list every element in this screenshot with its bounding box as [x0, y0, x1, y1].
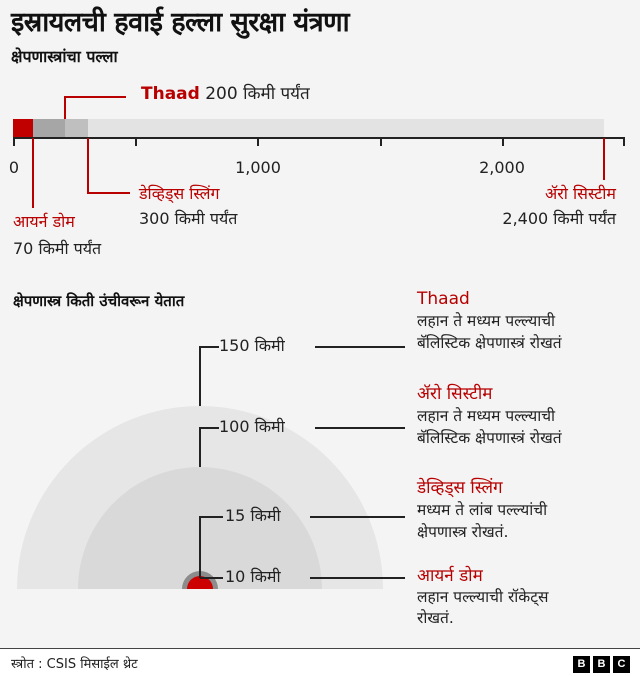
x-tick — [13, 137, 15, 146]
arrow-range-value: 2,400 किमी पर्यंत — [502, 209, 616, 228]
x-tick — [623, 137, 625, 146]
iron-dome-leader-line — [32, 138, 34, 208]
alt-150-connector — [315, 346, 405, 348]
thaad-desc-line: लहान ते मध्यम पल्ल्याची — [417, 312, 556, 330]
davids-sling-name: डेव्हिड्स स्लिंग — [139, 184, 220, 203]
alt-15-bracket — [199, 516, 223, 518]
page-title: इस्रायलची हवाई हल्ला सुरक्षा यंत्रणा — [11, 7, 350, 38]
thaad-desc-name: Thaad — [417, 289, 470, 309]
thaad-range-value: 200 किमी पर्यंत — [199, 84, 310, 104]
arrow-name: ॲरो सिस्टीम — [545, 184, 616, 203]
alt-150-label: 150 किमी — [219, 336, 285, 355]
footer — [0, 648, 640, 676]
x-tick — [257, 137, 259, 146]
alt-15-label: 15 किमी — [225, 506, 281, 525]
x-tick — [135, 137, 137, 146]
bbc-logo: B B C — [573, 656, 630, 673]
davids-sling-desc-line: क्षेपणास्त्र रोखतं. — [417, 523, 509, 541]
bar-iron-dome-range — [13, 119, 33, 138]
x-tick-label: 1,000 — [235, 158, 281, 177]
thaad-leader-line — [64, 96, 126, 98]
davids-sling-leader-line — [87, 192, 130, 194]
x-tick — [380, 137, 382, 146]
davids-sling-desc-line: मध्यम ते लांब पल्ल्यांची — [417, 501, 548, 519]
iron-dome-name: आयर्न डोम — [13, 212, 75, 231]
source-credit: स्त्रोत : CSIS मिसाईल थ्रेट — [11, 657, 138, 672]
altitude-semicircles — [17, 406, 383, 589]
altitude-section-title: क्षेपणास्त्र किती उंचीवरून येतात — [13, 292, 185, 310]
iron-dome-desc-line: रोखतं. — [417, 609, 454, 627]
alt-10-bracket — [200, 577, 223, 579]
x-axis — [13, 137, 625, 139]
x-tick-label: 0 — [8, 158, 20, 177]
arrow-desc-line: बॅलिस्टिक क्षेपणास्त्रं रोखतं — [417, 429, 562, 447]
arrow-desc-line: लहान ते मध्यम पल्ल्याची — [417, 407, 556, 425]
alt-100-bracket — [199, 427, 201, 467]
alt-100-bracket — [199, 427, 219, 429]
iron-dome-desc-name: आयर्न डोम — [417, 566, 483, 586]
iron-dome-range-value: 70 किमी पर्यंत — [13, 239, 102, 258]
x-tick-label: 2,000 — [479, 158, 525, 177]
thaad-range-label: Thaad 200 किमी पर्यंत — [141, 84, 310, 105]
alt-15-bracket — [199, 516, 201, 578]
alt-150-bracket — [199, 346, 201, 406]
range-section-title: क्षेपणास्त्रांचा पल्ला — [11, 47, 118, 66]
bar-arrow-range — [13, 119, 604, 138]
davids-sling-description: डेव्हिड्स स्लिंग मध्यम ते लांब पल्ल्यांच… — [417, 477, 547, 543]
davids-sling-range-value: 300 किमी पर्यंत — [139, 209, 238, 228]
arrow-description: ॲरो सिस्टीम लहान ते मध्यम पल्ल्याची बॅलि… — [417, 383, 562, 449]
thaad-leader-line — [64, 97, 66, 119]
thaad-desc-line: बॅलिस्टिक क्षेपणास्त्रं रोखतं — [417, 334, 562, 352]
bbc-logo-letter: B — [573, 656, 590, 673]
arrow-desc-name: ॲरो सिस्टीम — [417, 384, 493, 404]
bbc-logo-letter: B — [593, 656, 610, 673]
x-tick — [502, 137, 504, 146]
davids-sling-desc-name: डेव्हिड्स स्लिंग — [417, 478, 503, 498]
iron-dome-desc-line: लहान पल्ल्याची रॉकेट्स — [417, 588, 549, 606]
iron-dome-description: आयर्न डोम लहान पल्ल्याची रॉकेट्स रोखतं. — [417, 566, 549, 629]
thaad-description: Thaad लहान ते मध्यम पल्ल्याची बॅलिस्टिक … — [417, 288, 562, 354]
arrow-leader-line — [603, 138, 605, 180]
davids-sling-leader-line — [87, 138, 89, 194]
alt-10-connector — [310, 577, 405, 579]
alt-150-bracket — [199, 346, 219, 348]
alt-100-connector — [315, 427, 405, 429]
alt-100-label: 100 किमी — [219, 417, 285, 436]
bbc-logo-letter: C — [613, 656, 630, 673]
alt-10-label: 10 किमी — [225, 567, 281, 586]
thaad-name: Thaad — [141, 84, 200, 104]
alt-15-connector — [310, 516, 405, 518]
